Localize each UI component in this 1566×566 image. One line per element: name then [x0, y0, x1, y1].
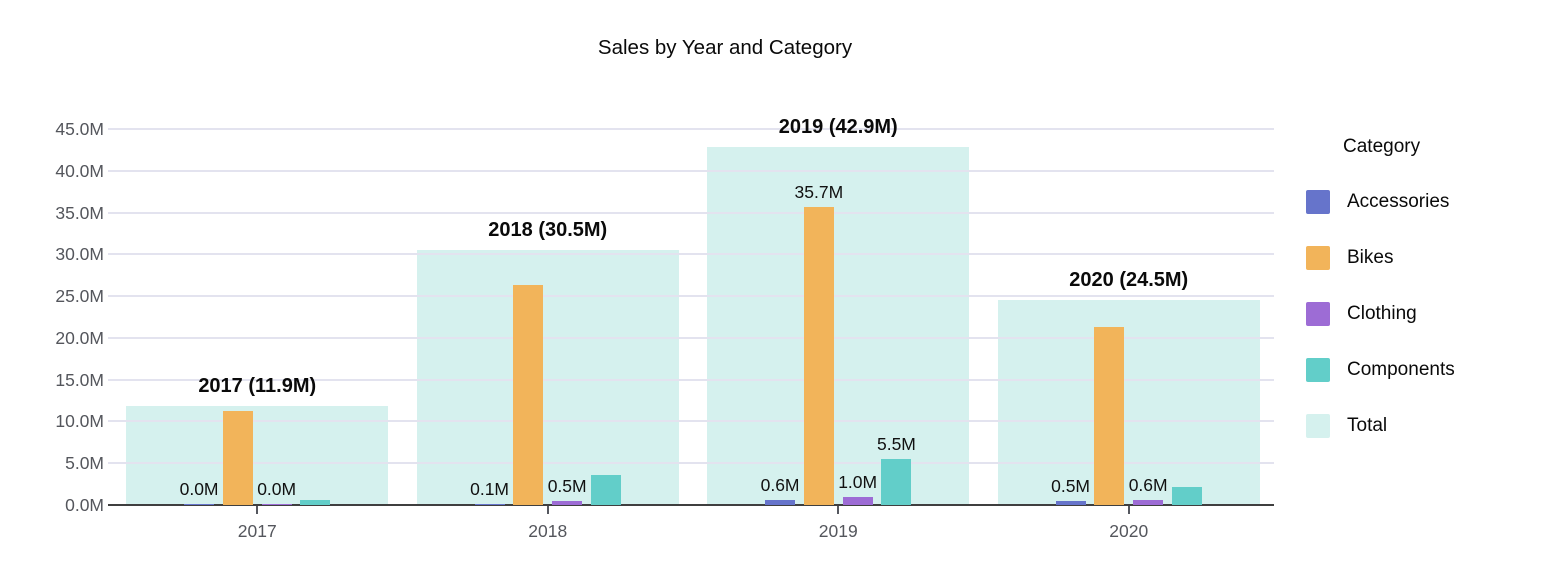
- bar-total-2019[interactable]: [707, 146, 970, 505]
- bar-bikes-2019[interactable]: [803, 206, 834, 505]
- gridline: [108, 128, 1274, 131]
- gridline: [108, 295, 1274, 298]
- x-axis-label-2019: 2019: [818, 521, 858, 541]
- legend-label: Total: [1347, 415, 1388, 436]
- legend: Category Accessories Bikes Clothing Compone…: [1296, 126, 1556, 456]
- gridline: [108, 211, 1274, 214]
- legend-item-total[interactable]: Total: [1306, 414, 1546, 438]
- legend-swatch-clothing: [1306, 302, 1330, 326]
- bar-clothing-2018[interactable]: [552, 500, 583, 505]
- gridline: [108, 336, 1274, 339]
- legend-label: Bikes: [1347, 247, 1394, 268]
- legend-swatch-bikes: [1306, 246, 1330, 270]
- x-axis-label-2017: 2017: [237, 521, 277, 541]
- legend-item-accessories[interactable]: Accessories: [1306, 190, 1546, 214]
- group-total-label: 2017 (11.9M): [198, 374, 317, 397]
- legend-swatch-accessories: [1306, 190, 1330, 214]
- x-axis-line: [108, 504, 1274, 506]
- legend-item-bikes[interactable]: Bikes: [1306, 246, 1546, 270]
- bar-value-label: 0.5M: [547, 475, 587, 496]
- legend-item-clothing[interactable]: Clothing: [1306, 302, 1546, 326]
- bar-value-label: 0.6M: [760, 474, 800, 495]
- legend-item-components[interactable]: Components: [1306, 358, 1546, 382]
- x-axis-label-2020: 2020: [1109, 521, 1149, 541]
- bar-clothing-2017[interactable]: [261, 503, 292, 505]
- group-total-label: 2019 (42.9M): [778, 115, 898, 138]
- y-tick-label: 25.0M: [55, 286, 104, 307]
- bar-value-label: 1.0M: [838, 471, 878, 492]
- bar-bikes-2020[interactable]: [1094, 327, 1125, 505]
- gridline: [108, 420, 1274, 423]
- x-tick: [256, 506, 259, 514]
- y-tick-label: 20.0M: [55, 327, 104, 348]
- bar-components-2017[interactable]: [300, 499, 331, 505]
- y-tick-label: 35.0M: [55, 202, 104, 223]
- legend-swatch-total: [1306, 414, 1330, 438]
- y-tick-label: 10.0M: [55, 411, 104, 432]
- bar-accessories-2017[interactable]: [184, 503, 215, 505]
- y-tick-label: 45.0M: [55, 119, 104, 140]
- bar-value-label: 5.5M: [876, 434, 916, 455]
- bar-bikes-2018[interactable]: [513, 285, 544, 505]
- bar-clothing-2020[interactable]: [1133, 499, 1164, 505]
- bar-accessories-2019[interactable]: [765, 499, 796, 505]
- bar-value-label: 35.7M: [794, 181, 844, 202]
- bar-components-2020[interactable]: [1171, 487, 1202, 505]
- y-tick-label: 0.0M: [65, 495, 104, 515]
- bar-accessories-2018[interactable]: [474, 503, 505, 505]
- bar-accessories-2020[interactable]: [1055, 500, 1086, 505]
- x-tick: [1127, 506, 1130, 514]
- bar-value-label: 0.5M: [1051, 475, 1090, 496]
- bar-value-label: 0.1M: [470, 478, 509, 499]
- y-tick-label: 40.0M: [55, 160, 104, 181]
- legend-label: Accessories: [1347, 191, 1450, 212]
- chart-title: Sales by Year and Category: [597, 36, 853, 59]
- y-tick-label: 30.0M: [55, 244, 104, 265]
- legend-label: Clothing: [1347, 303, 1417, 324]
- bar-clothing-2019[interactable]: [842, 496, 873, 505]
- bar-total-2018[interactable]: [416, 250, 679, 505]
- gridline: [108, 462, 1274, 465]
- x-tick: [837, 506, 840, 514]
- legend-title: Category: [1343, 136, 1421, 157]
- legend-label: Components: [1347, 359, 1455, 380]
- group-total-label: 2020 (24.5M): [1069, 269, 1189, 292]
- bar-components-2019[interactable]: [881, 459, 912, 505]
- y-tick-label: 15.0M: [55, 369, 104, 390]
- bar-total-2020[interactable]: [997, 300, 1260, 505]
- x-tick: [546, 506, 549, 514]
- y-tick-label: 5.0M: [65, 453, 104, 474]
- group-total-label: 2018 (30.5M): [488, 219, 608, 242]
- gridline: [108, 378, 1274, 381]
- gridline: [108, 253, 1274, 256]
- bar-bikes-2017[interactable]: [222, 411, 253, 505]
- bar-value-label: 0.0M: [179, 478, 219, 499]
- bar-components-2018[interactable]: [590, 474, 621, 505]
- x-axis-label-2018: 2018: [528, 521, 568, 541]
- gridline: [108, 169, 1274, 172]
- legend-swatch-components: [1306, 358, 1330, 382]
- bar-value-label: 0.0M: [257, 478, 297, 499]
- bar-value-label: 0.6M: [1128, 474, 1168, 495]
